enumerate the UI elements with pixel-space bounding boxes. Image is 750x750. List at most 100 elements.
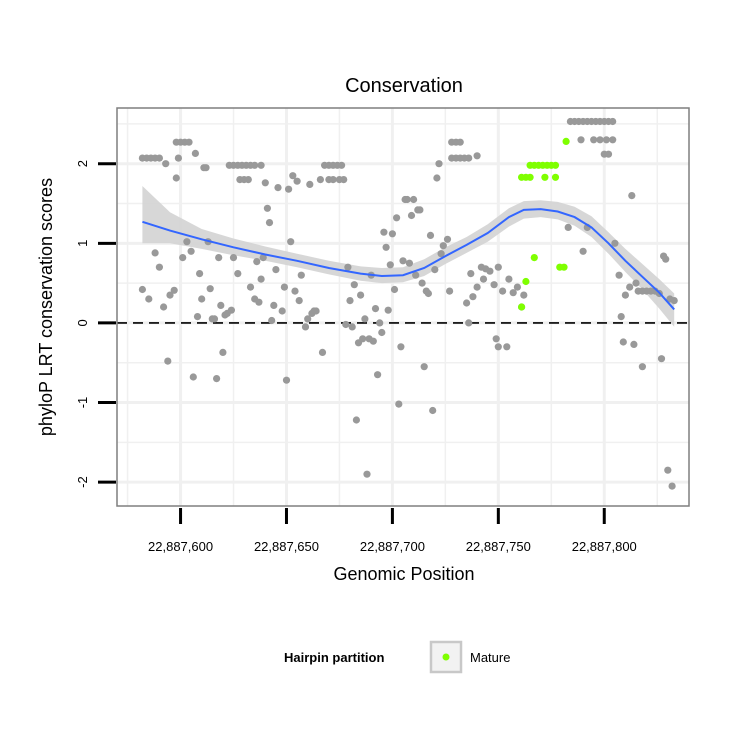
data-point (668, 482, 676, 490)
data-point (378, 328, 386, 337)
data-point (386, 261, 394, 269)
data-point (350, 281, 358, 289)
data-point (520, 291, 528, 299)
data-point (166, 291, 174, 299)
x-tick-label: 22,887,800 (572, 539, 637, 554)
data-point (505, 275, 513, 283)
data-point (473, 152, 481, 160)
data-point (179, 254, 187, 262)
data-point (229, 254, 238, 262)
data-point (465, 154, 473, 162)
data-point (513, 283, 522, 291)
data-point (187, 247, 195, 255)
data-point (189, 373, 197, 381)
data-point (270, 301, 278, 309)
data-point (443, 235, 452, 243)
data-point (253, 258, 261, 266)
data-point-mature (551, 161, 560, 169)
data-point (363, 470, 371, 478)
y-tick-label: 2 (75, 160, 90, 167)
data-point (316, 176, 324, 184)
data-point (630, 340, 638, 348)
data-point (196, 270, 204, 278)
data-point (291, 287, 299, 295)
data-point (596, 136, 604, 144)
x-tick-label: 22,887,650 (254, 539, 319, 554)
y-tick-label: -2 (75, 476, 90, 488)
data-point (494, 263, 502, 271)
data-point (617, 313, 625, 321)
data-point (282, 376, 291, 384)
data-point (611, 239, 619, 247)
data-point (361, 315, 369, 323)
y-tick-label: -1 (75, 397, 90, 409)
data-point (155, 154, 163, 162)
data-point (499, 287, 507, 295)
data-point (433, 174, 441, 182)
data-point (393, 214, 401, 222)
data-point (395, 400, 403, 408)
data-point (492, 335, 500, 343)
data-point (246, 283, 255, 291)
data-point-mature (541, 173, 549, 181)
data-point (259, 254, 267, 262)
data-point (410, 195, 418, 204)
data-point (263, 204, 271, 212)
data-point (357, 291, 365, 299)
y-tick-label: 1 (75, 240, 90, 247)
data-point (456, 138, 464, 146)
data-point (416, 206, 424, 214)
data-point-mature (562, 137, 570, 145)
data-point (261, 179, 269, 187)
data-point (420, 363, 428, 371)
data-point (185, 138, 193, 146)
data-point (371, 305, 380, 313)
data-point (293, 177, 301, 185)
data-point (138, 285, 146, 294)
data-point (287, 238, 295, 246)
data-point (160, 303, 168, 311)
data-point (626, 283, 634, 291)
legend-key-box (429, 640, 463, 674)
data-point (369, 337, 377, 345)
data-point (632, 279, 640, 287)
data-point-mature (530, 254, 538, 262)
data-point (289, 172, 297, 180)
data-point (352, 416, 360, 424)
data-point (619, 338, 627, 346)
data-point (664, 466, 672, 474)
data-point (463, 299, 471, 307)
data-point (609, 117, 617, 126)
data-point (426, 231, 435, 239)
data-point (486, 267, 494, 275)
data-point (670, 297, 678, 305)
x-tick-label: 22,887,750 (466, 539, 531, 554)
data-point (435, 160, 443, 168)
data-point (301, 323, 310, 331)
data-point (183, 238, 191, 246)
data-point (338, 161, 346, 169)
data-point (479, 275, 488, 283)
points-layer (138, 117, 678, 490)
x-tick-label: 22,887,600 (148, 539, 213, 554)
data-point (446, 287, 454, 295)
x-axis-title: Genomic Position (333, 564, 474, 584)
data-point (384, 306, 392, 314)
data-point (405, 259, 413, 267)
data-point (621, 291, 630, 299)
data-point (329, 176, 337, 184)
data-point (590, 136, 598, 144)
data-point (215, 254, 223, 262)
x-tick-label: 22,887,700 (360, 539, 425, 554)
data-point (193, 313, 202, 321)
legend-label-mature: Mature (470, 650, 510, 665)
data-point (306, 180, 314, 188)
data-point (234, 270, 242, 278)
x-axis: 22,887,600 22,887,650 22,887,700 22,887,750… (148, 508, 637, 554)
data-point-mature (551, 173, 560, 181)
data-point (615, 271, 623, 279)
data-point (278, 307, 286, 315)
data-point (473, 283, 481, 291)
legend: Hairpin partition Mature (284, 640, 510, 674)
data-point (412, 271, 420, 279)
